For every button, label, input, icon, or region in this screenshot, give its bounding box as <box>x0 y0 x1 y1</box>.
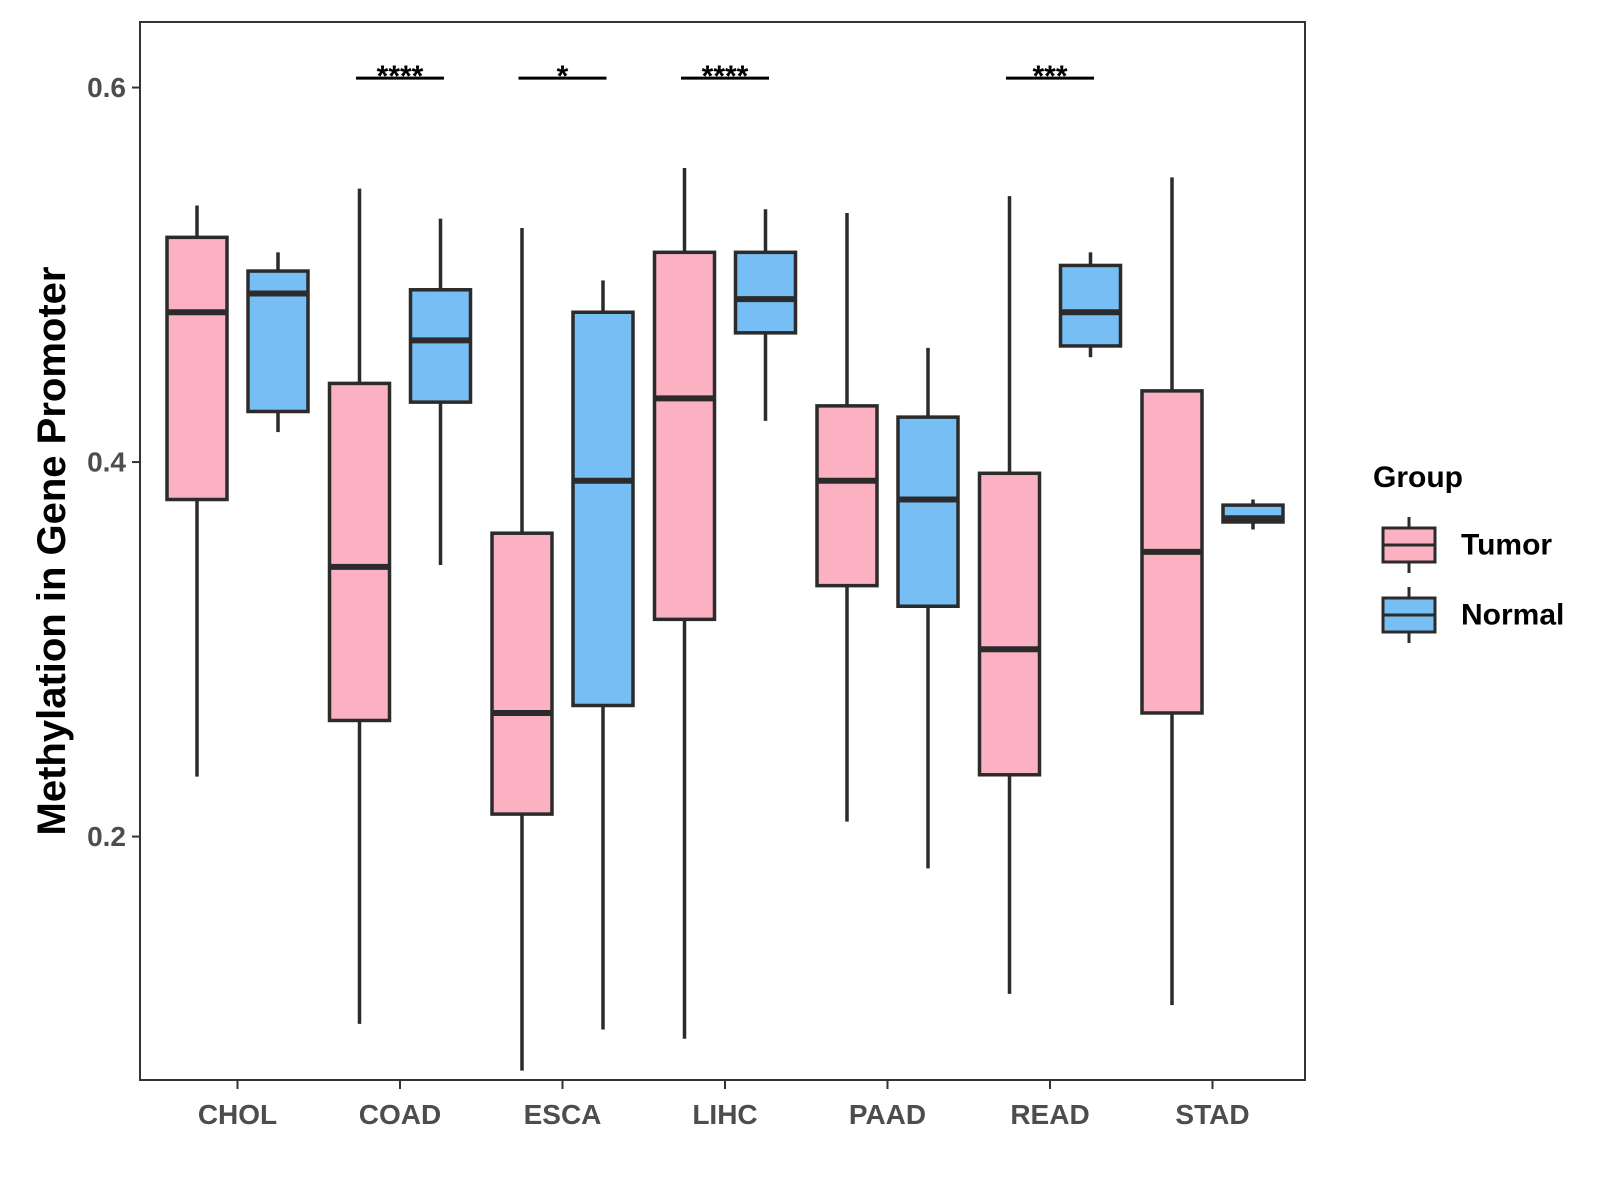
box-iqr <box>733 250 798 335</box>
x-tick-label: CHOL <box>198 1099 277 1130</box>
boxes-layer <box>165 168 1285 1071</box>
box-normal-esca <box>571 280 635 1030</box>
box-iqr <box>652 250 717 622</box>
box-tumor-esca <box>490 227 554 1071</box>
legend-key-normal <box>1381 587 1437 643</box>
significance-label: **** <box>377 60 424 93</box>
x-tick-label: PAAD <box>849 1099 926 1130</box>
box-iqr <box>571 310 635 708</box>
y-axis-title: Methylation in Gene Promoter <box>30 267 74 836</box>
y-tick-label: 0.6 <box>87 72 126 103</box>
significance-label: * <box>557 60 569 93</box>
box-normal-paad <box>896 347 960 869</box>
box-normal-read <box>1058 252 1123 358</box>
x-tick-label: ESCA <box>524 1099 602 1130</box>
legend-label: Normal <box>1461 599 1564 632</box>
box-tumor-coad <box>327 188 392 1024</box>
significance-label: **** <box>702 60 749 93</box>
box-normal-coad <box>408 218 473 566</box>
box-iqr <box>1058 263 1123 348</box>
significance-label: *** <box>1032 60 1067 93</box>
legend-label: Tumor <box>1461 529 1552 562</box>
y-axis: 0.2 0.4 0.6 <box>87 72 140 852</box>
x-tick-label: STAD <box>1175 1099 1249 1130</box>
legend-key-tumor <box>1381 517 1437 573</box>
y-tick-label: 0.2 <box>87 821 126 852</box>
box-tumor-read <box>977 196 1042 994</box>
box-iqr <box>327 381 392 723</box>
box-iqr <box>815 404 879 588</box>
box-iqr <box>977 471 1042 777</box>
legend: Group Tumor Normal <box>1373 461 1564 643</box>
box-normal-lihc <box>733 209 798 421</box>
box-normal-stad <box>1221 499 1285 530</box>
legend-title: Group <box>1373 461 1463 494</box>
x-tick-label: LIHC <box>692 1099 757 1130</box>
box-normal-chol <box>246 252 310 433</box>
x-axis: CHOL COAD ESCA LIHC PAAD READ STAD <box>198 1080 1250 1130</box>
box-tumor-lihc <box>652 168 717 1039</box>
plot-panel-border <box>139 21 1306 1081</box>
box-iqr <box>165 235 229 502</box>
significance-layer: **** * **** *** <box>356 60 1094 93</box>
x-tick-label: READ <box>1010 1099 1089 1130</box>
y-tick-label: 0.4 <box>87 447 126 478</box>
box-iqr <box>896 415 960 608</box>
box-tumor-paad <box>815 213 879 822</box>
box-tumor-stad <box>1140 177 1204 1006</box>
box-iqr <box>490 531 554 816</box>
box-tumor-chol <box>165 205 229 777</box>
box-iqr <box>408 288 473 404</box>
x-tick-label: COAD <box>359 1099 441 1130</box>
